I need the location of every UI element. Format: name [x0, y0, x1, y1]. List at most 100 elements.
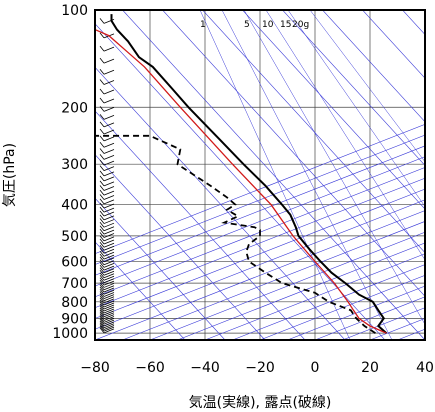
- x-axis-title: 気温(実線), 露点(破線): [189, 395, 332, 411]
- wind-barb-flag: [99, 295, 105, 302]
- wind-barb-flag: [99, 189, 105, 196]
- isotherm--20: [259, 274, 425, 340]
- y-tick-label: 600: [61, 254, 88, 270]
- wind-barb: [103, 226, 115, 232]
- series: [95, 14, 388, 334]
- wind-barb-flag: [99, 154, 105, 160]
- series-solid-black: [110, 14, 388, 334]
- wind-barb-flag: [99, 214, 105, 221]
- wind-barb-flag: [99, 297, 105, 304]
- wind-barb-flag: [99, 303, 105, 310]
- wind-barb: [103, 166, 115, 171]
- wind-barb-flag: [99, 218, 105, 224]
- wind-barb: [103, 321, 115, 327]
- y-tick-label: 300: [61, 157, 88, 173]
- isotherm--100: [95, 188, 425, 319]
- wind-barb-flag: [99, 315, 105, 321]
- wind-barb-flag: [99, 317, 105, 323]
- wind-barb: [103, 316, 115, 321]
- wind-barb: [103, 195, 115, 200]
- wind-barb-flag: [99, 180, 105, 187]
- wind-barb-flag: [99, 32, 105, 39]
- wind-barb-flag: [99, 232, 105, 238]
- mixing-ratio-line-3: [265, 10, 425, 261]
- isotherm--50: [177, 242, 425, 340]
- wind-barb: [103, 294, 115, 300]
- mixing-ratio-line-4: [287, 10, 425, 208]
- wind-barb: [103, 302, 115, 308]
- wind-barb-flag: [99, 320, 105, 327]
- isotherm--110: [95, 177, 425, 308]
- wind-barb: [103, 296, 115, 302]
- wind-barb: [103, 46, 115, 52]
- wind-barb: [103, 325, 115, 330]
- wind-barb: [103, 199, 115, 205]
- wind-barb: [103, 292, 115, 297]
- wind-barb: [103, 233, 115, 238]
- mixing-ratio-label: 15: [280, 20, 291, 30]
- isotherm--90: [95, 199, 425, 330]
- x-tick-label: 40: [416, 360, 434, 376]
- wind-barb: [103, 257, 115, 263]
- wind-barb: [103, 245, 115, 251]
- x-tick-label: −60: [135, 360, 165, 376]
- wind-barb: [103, 328, 115, 334]
- isotherm--70: [122, 221, 425, 340]
- wind-barb: [103, 69, 115, 75]
- wind-barb: [103, 268, 115, 274]
- isotherm--150: [95, 134, 425, 265]
- adiabat-6: [362, 10, 425, 79]
- wind-barb-flag: [99, 79, 105, 85]
- wind-barb-flag: [99, 250, 105, 257]
- wind-barb: [103, 263, 115, 268]
- wind-barb-flag: [99, 264, 105, 271]
- wind-barb-flag: [99, 301, 105, 308]
- wind-barb: [103, 215, 115, 221]
- y-tick-label: 900: [61, 311, 88, 327]
- adiabat--4: [95, 154, 266, 340]
- wind-barb: [103, 285, 115, 291]
- wind-barb-flag: [99, 97, 105, 104]
- mixing-ratio-label: 1: [200, 20, 206, 30]
- mixing-ratio-line-1: [221, 10, 393, 340]
- wind-barb-flag: [99, 202, 105, 209]
- x-tick-label: −20: [245, 360, 275, 376]
- wind-barb-flag: [99, 18, 105, 24]
- wind-barb-flag: [99, 259, 105, 265]
- wind-barb: [103, 107, 115, 112]
- wind-barb: [103, 142, 115, 148]
- wind-barb-flag: [99, 286, 105, 293]
- wind-barb: [103, 136, 115, 142]
- wind-barb-flag: [99, 88, 105, 95]
- isotherm--120: [95, 167, 425, 298]
- wind-barb: [103, 319, 115, 325]
- x-tick-labels: −80 −60 −40 −20 0 20 40: [80, 360, 434, 376]
- wind-barb-flag: [99, 279, 105, 286]
- isotherm--30: [232, 264, 425, 340]
- wind-barb: [103, 310, 115, 316]
- wind-barb-flag: [99, 248, 105, 254]
- adiabat-2: [202, 10, 425, 254]
- mixing-ratio-label: 20g: [292, 20, 309, 30]
- mixing-ratio-label: 5: [244, 20, 250, 30]
- wind-barb-flag: [99, 327, 105, 334]
- wind-barb-flag: [99, 311, 105, 318]
- isotherm--40: [204, 253, 425, 340]
- wind-barb-flag: [99, 45, 105, 52]
- wind-barb-flag: [99, 318, 105, 325]
- wind-barb: [103, 80, 115, 85]
- adiabat-0: [122, 10, 425, 340]
- wind-barb: [103, 306, 115, 312]
- adiabat-5: [322, 10, 425, 123]
- wind-barb: [103, 160, 115, 166]
- wind-barb: [103, 122, 115, 128]
- wind-barb-flag: [99, 210, 105, 217]
- adiabat-1: [162, 10, 425, 297]
- wind-barb: [103, 304, 115, 310]
- wind-barb-flag: [99, 305, 105, 312]
- wind-barb-flag: [99, 114, 105, 120]
- wind-barb-flag: [99, 245, 105, 251]
- wind-barb: [103, 219, 115, 224]
